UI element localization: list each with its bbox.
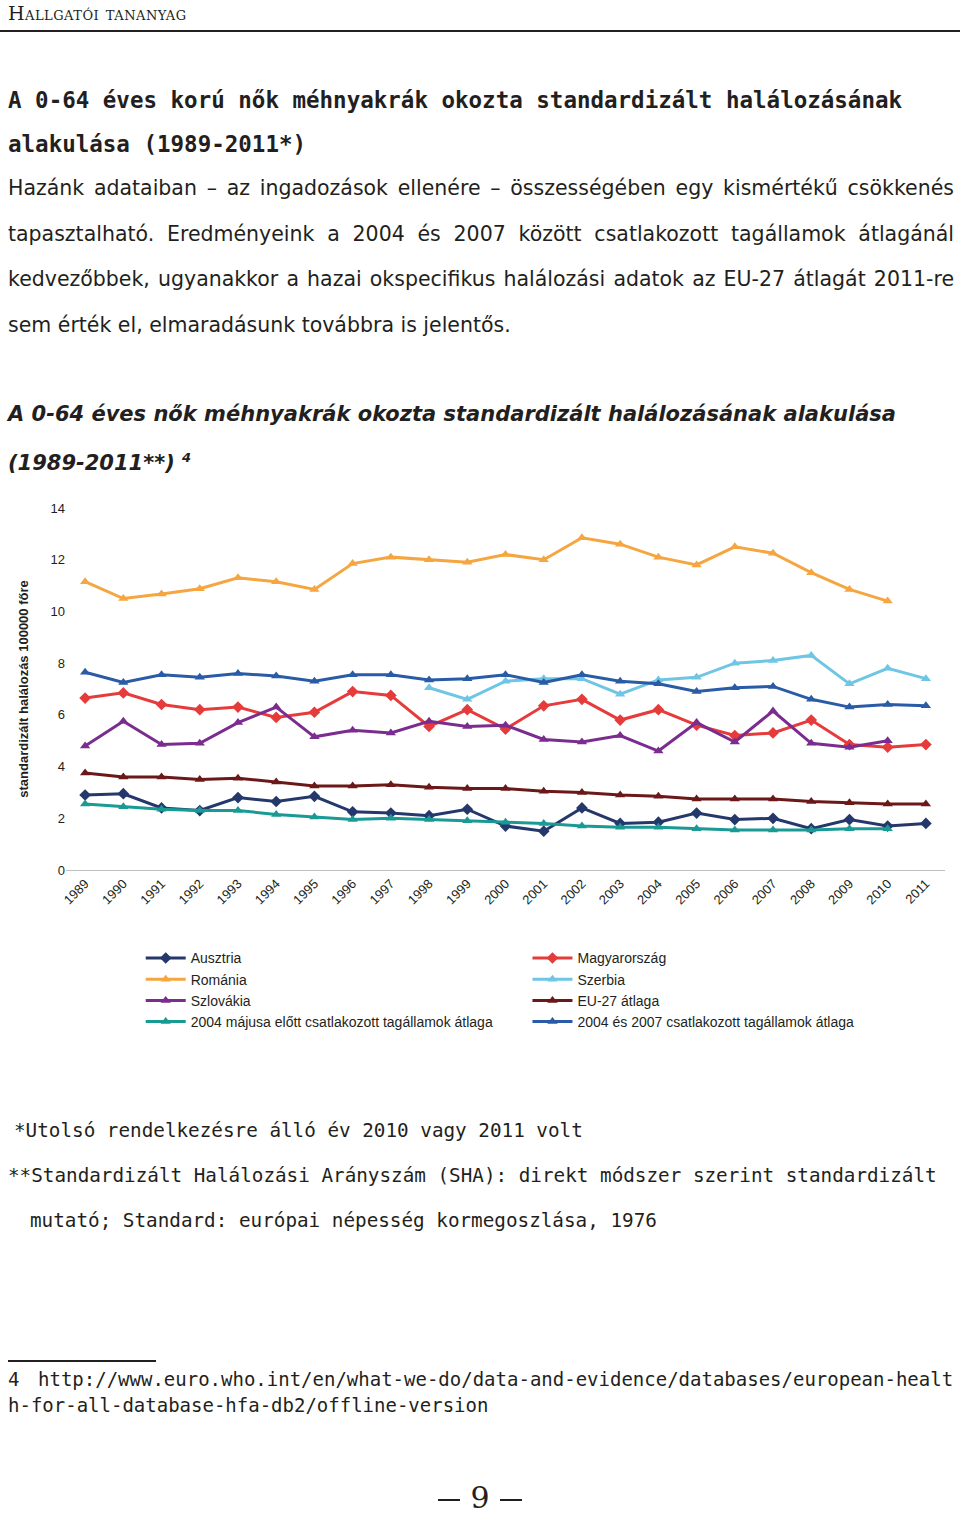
svg-text:Ausztria: Ausztria xyxy=(191,950,242,966)
svg-text:Szlovákia: Szlovákia xyxy=(191,993,251,1009)
svg-text:EU-27 átlaga: EU-27 átlaga xyxy=(577,993,659,1009)
svg-text:10: 10 xyxy=(51,604,65,619)
svg-text:1994: 1994 xyxy=(252,876,283,907)
svg-text:Magyarország: Magyarország xyxy=(577,950,666,966)
svg-text:6: 6 xyxy=(58,707,65,722)
svg-text:14: 14 xyxy=(51,501,65,516)
svg-text:1989: 1989 xyxy=(61,876,92,907)
svg-text:2: 2 xyxy=(58,811,65,826)
svg-text:2003: 2003 xyxy=(596,876,627,907)
svg-text:1997: 1997 xyxy=(367,876,398,907)
svg-text:1992: 1992 xyxy=(175,876,206,907)
svg-text:2008: 2008 xyxy=(787,876,818,907)
html-text:http://www.euro.who.int/en/wha: http://www.euro.who.int/en/what-we-do/da… xyxy=(8,1368,954,1416)
svg-text:Szerbia: Szerbia xyxy=(577,972,625,988)
html-text:Hazánk adataiban – az ingadozá: Hazánk adataiban – az ingadozások ellené… xyxy=(8,176,954,337)
svg-text:12: 12 xyxy=(51,552,65,567)
svg-text:standardizált halálozás 100000: standardizált halálozás 100000 főre xyxy=(16,580,31,797)
html-text:**Standardizált Halálozási Ará: **Standardizált Halálozási Arányszám (SH… xyxy=(8,1164,937,1232)
svg-text:2004 és 2007 csatlakozott tagá: 2004 és 2007 csatlakozott tagállamok átl… xyxy=(577,1014,854,1030)
svg-text:2004: 2004 xyxy=(634,876,665,907)
svg-text:1991: 1991 xyxy=(137,876,168,907)
svg-text:2009: 2009 xyxy=(825,876,856,907)
svg-text:1999: 1999 xyxy=(443,876,474,907)
svg-text:1998: 1998 xyxy=(405,876,436,907)
html-text:A 0-64 éves korú nők méhnyakrá: A 0-64 éves korú nők méhnyakrák okozta s… xyxy=(8,87,902,157)
svg-text:8: 8 xyxy=(58,656,65,671)
svg-text:1990: 1990 xyxy=(99,876,130,907)
svg-text:2010: 2010 xyxy=(863,876,894,907)
svg-text:4: 4 xyxy=(58,759,65,774)
svg-text:2011: 2011 xyxy=(902,876,932,906)
html-text:*Utolsó rendelkezésre álló év: *Utolsó rendelkezésre álló év 2010 vagy … xyxy=(14,1119,583,1142)
svg-text:Románia: Románia xyxy=(191,972,247,988)
svg-text:2005: 2005 xyxy=(672,876,703,907)
svg-text:1993: 1993 xyxy=(214,876,245,907)
svg-text:2000: 2000 xyxy=(481,876,512,907)
svg-text:0: 0 xyxy=(58,863,65,878)
svg-text:2004 májusa előtt csatlakozott: 2004 májusa előtt csatlakozott tagállamo… xyxy=(191,1014,493,1030)
html-text:Hallgatói tananyag: Hallgatói tananyag xyxy=(8,2,187,24)
svg-text:2002: 2002 xyxy=(558,876,589,907)
svg-text:2007: 2007 xyxy=(749,876,780,907)
svg-text:2001: 2001 xyxy=(519,876,550,907)
html-text:4: 4 xyxy=(8,1368,20,1390)
svg-text:1996: 1996 xyxy=(328,876,359,907)
svg-text:1995: 1995 xyxy=(290,876,321,907)
html-text:9: 9 xyxy=(470,1480,490,1514)
html-text:A 0-64 éves nők méhnyakrák oko: A 0-64 éves nők méhnyakrák okozta standa… xyxy=(8,402,896,475)
svg-text:2006: 2006 xyxy=(710,876,741,907)
